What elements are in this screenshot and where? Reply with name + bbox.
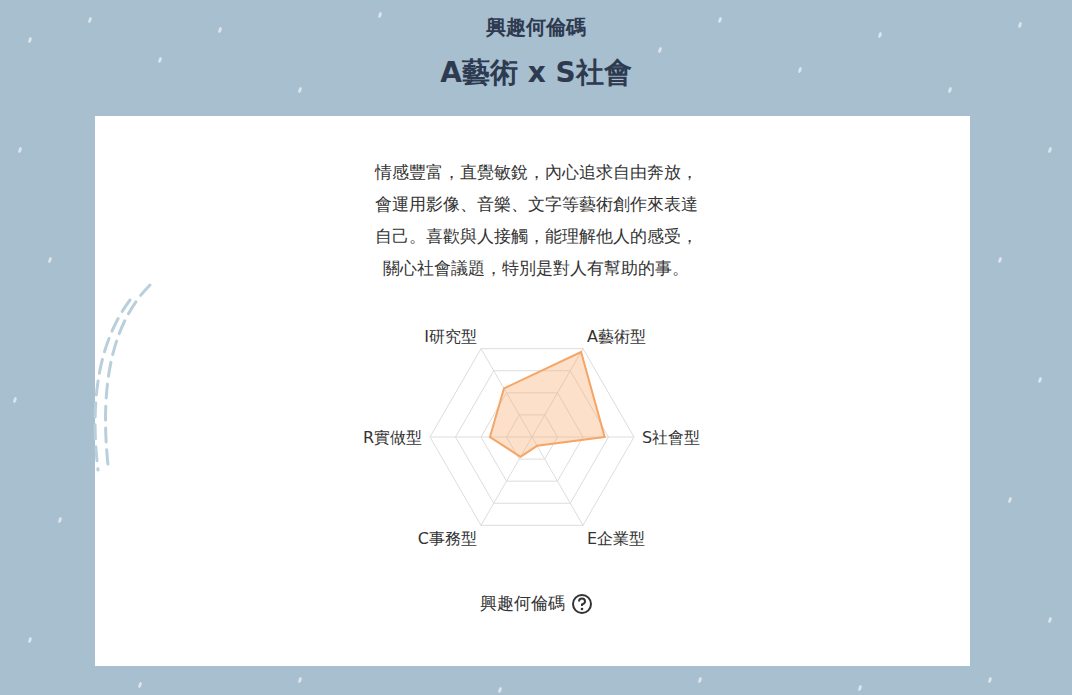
svg-text:A藝術型: A藝術型: [587, 327, 646, 346]
svg-text:E企業型: E企業型: [587, 529, 645, 548]
svg-text:I研究型: I研究型: [424, 327, 477, 346]
svg-text:R實做型: R實做型: [363, 428, 422, 447]
html-text:自己。喜歡與人接觸，能理解他人的感受，: 自己。喜歡與人接觸，能理解他人的感受，: [374, 226, 698, 246]
svg-text:C事務型: C事務型: [418, 529, 477, 548]
html-text:關心社會議題，特別是對人有幫助的事。: 關心社會議題，特別是對人有幫助的事。: [383, 258, 689, 278]
html-text:情感豐富，直覺敏銳，內心追求自由奔放，: 情感豐富，直覺敏銳，內心追求自由奔放，: [374, 162, 698, 182]
html-text:A藝術 x S社會: A藝術 x S社會: [440, 56, 632, 89]
html-text:會運用影像、音樂、文字等藝術創作來表達: 會運用影像、音樂、文字等藝術創作來表達: [374, 194, 698, 214]
html-text:興趣何倫碼: 興趣何倫碼: [479, 593, 565, 613]
html-text:興趣何倫碼: 興趣何倫碼: [486, 15, 586, 39]
svg-text:S社會型: S社會型: [642, 428, 700, 447]
